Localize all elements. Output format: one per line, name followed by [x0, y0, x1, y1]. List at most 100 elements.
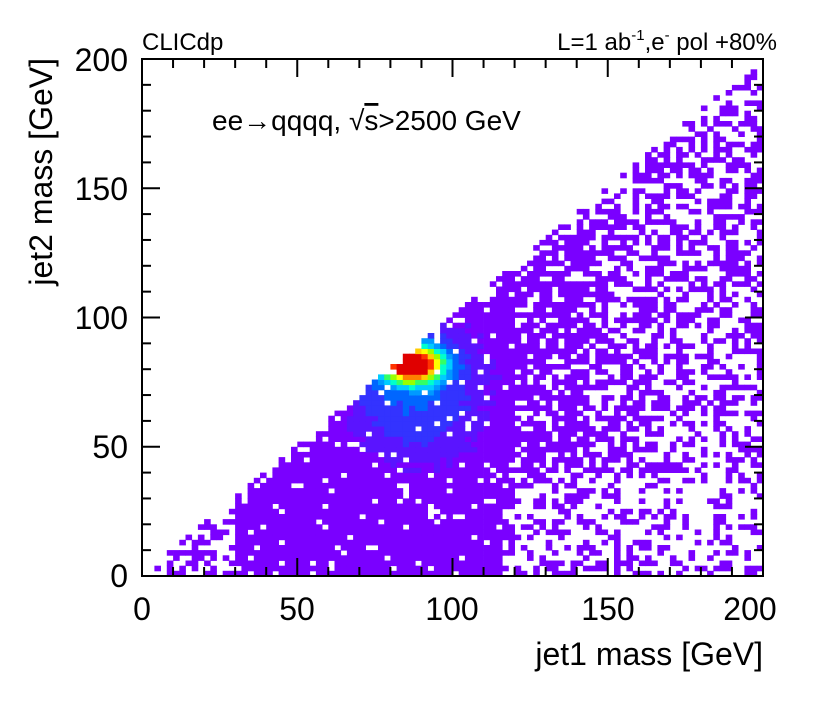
heatmap-cell: [638, 224, 646, 230]
heatmap-cell: [315, 457, 323, 463]
heatmap-cell: [570, 379, 578, 386]
heatmap-cell: [464, 415, 472, 422]
heatmap-cell: [235, 524, 242, 530]
heatmap-cell: [620, 441, 627, 448]
heatmap-cell: [558, 503, 565, 510]
heatmap-cell: [713, 152, 720, 158]
heatmap-cell: [638, 353, 646, 360]
heatmap-cell: [415, 379, 422, 386]
heatmap-cell: [756, 451, 764, 458]
heatmap-cell: [328, 514, 335, 520]
heatmap-cell: [266, 545, 273, 551]
heatmap-cell: [651, 271, 658, 277]
heatmap-cell: [632, 296, 640, 303]
heatmap-cell: [390, 545, 397, 551]
heatmap-cell: [502, 431, 509, 437]
heatmap-cell: [446, 565, 453, 572]
heatmap-cell: [756, 188, 764, 194]
heatmap-cell: [452, 539, 460, 546]
heatmap-cell: [527, 348, 534, 355]
heatmap-cell: [241, 550, 248, 556]
heatmap-cell: [744, 203, 751, 210]
heatmap-cell: [421, 519, 428, 525]
heatmap-cell: [645, 208, 652, 215]
heatmap-cell: [440, 415, 447, 422]
heatmap-cell: [365, 384, 373, 391]
heatmap-cell: [576, 265, 584, 272]
heatmap-cell: [471, 519, 478, 525]
heatmap-cell: [496, 493, 503, 499]
heatmap-cell: [235, 555, 242, 561]
heatmap-cell: [464, 508, 472, 515]
heatmap-cell: [657, 389, 664, 396]
heatmap-cell: [402, 379, 410, 386]
heatmap-cell: [446, 457, 453, 463]
heatmap-cell: [607, 296, 615, 303]
heatmap-cell: [558, 379, 565, 386]
heatmap-cell: [738, 348, 745, 355]
heatmap-cell: [589, 245, 596, 251]
heatmap-cell: [614, 410, 621, 417]
heatmap-cell: [520, 276, 528, 282]
heatmap-cell: [179, 570, 186, 577]
heatmap-cell: [309, 498, 317, 504]
heatmap-cell: [384, 545, 391, 551]
heatmap-cell: [384, 565, 391, 572]
heatmap-cell: [707, 245, 714, 251]
heatmap-cell: [514, 467, 522, 473]
heatmap-cell: [458, 353, 466, 360]
heatmap-cell: [694, 250, 702, 256]
heatmap-cell: [458, 415, 466, 422]
heatmap-cell: [508, 276, 515, 282]
heatmap-cell: [595, 333, 602, 339]
heatmap-cell: [638, 395, 646, 401]
heatmap-cell: [731, 374, 739, 380]
heatmap-cell: [284, 555, 292, 561]
heatmap-cell: [731, 224, 739, 230]
heatmap-cell: [266, 508, 273, 515]
heatmap-cell: [725, 214, 733, 220]
heatmap-cell: [427, 570, 435, 577]
heatmap-cell: [402, 369, 410, 375]
heatmap-cell: [607, 446, 615, 453]
heatmap-cell: [384, 395, 391, 401]
heatmap-cell: [756, 493, 764, 499]
heatmap-cell: [378, 488, 385, 494]
heatmap-cell: [520, 467, 528, 473]
heatmap-cell: [334, 467, 342, 473]
heatmap-cell: [719, 291, 727, 298]
heatmap-cell: [725, 229, 733, 236]
heatmap-cell: [651, 219, 658, 225]
heatmap-cell: [576, 369, 584, 375]
heatmap-cell: [514, 482, 522, 489]
heatmap-cell: [607, 457, 615, 463]
heatmap-cell: [725, 203, 733, 210]
heatmap-cell: [589, 364, 596, 370]
heatmap-cell: [576, 457, 584, 463]
heatmap-cell: [731, 338, 739, 344]
heatmap-cell: [496, 560, 503, 567]
heatmap-cell: [433, 565, 441, 572]
heatmap-cell: [471, 364, 478, 370]
heatmap-cell: [607, 420, 615, 427]
heatmap-cell: [297, 555, 304, 561]
heatmap-cell: [508, 482, 515, 489]
heatmap-cell: [477, 317, 484, 324]
heatmap-cell: [210, 565, 217, 572]
heatmap-cell: [297, 503, 304, 510]
heatmap-cell: [620, 276, 627, 282]
heatmap-cell: [315, 436, 323, 442]
heatmap-cell: [384, 477, 391, 484]
heatmap-cell: [719, 229, 727, 236]
heatmap-cell: [638, 498, 646, 504]
heatmap-cell: [539, 348, 546, 355]
heatmap-cell: [496, 379, 503, 386]
heatmap-cell: [365, 488, 373, 494]
heatmap-cell: [645, 426, 652, 432]
heatmap-cell: [346, 405, 354, 411]
heatmap-cell: [676, 286, 683, 293]
heatmap-cell: [291, 565, 298, 572]
heatmap-cell: [595, 560, 602, 567]
heatmap-cell: [328, 431, 335, 437]
heatmap-cell: [496, 322, 503, 329]
